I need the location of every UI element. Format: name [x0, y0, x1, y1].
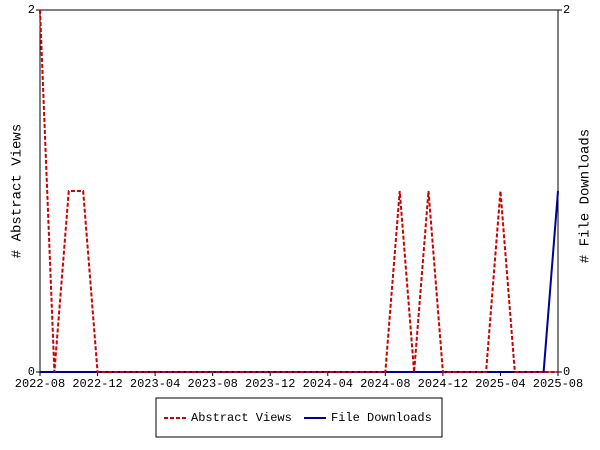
x-tick-label: 2023-04 — [130, 377, 180, 391]
legend-label: File Downloads — [331, 411, 432, 425]
x-tick-label: 2024-08 — [360, 377, 410, 391]
y-tick-label: 2 — [28, 3, 35, 17]
x-tick-label: 2022-12 — [72, 377, 122, 391]
y2-tick-label: 0 — [563, 365, 570, 379]
x-tick-label: 2023-08 — [187, 377, 237, 391]
y2-tick-label: 2 — [563, 3, 570, 17]
x-tick-label: 2023-12 — [245, 377, 295, 391]
x-tick-label: 2025-08 — [533, 377, 583, 391]
x-tick-label: 2024-12 — [418, 377, 468, 391]
y-tick-label: 0 — [28, 365, 35, 379]
x-tick-label: 2025-04 — [475, 377, 525, 391]
legend-label: Abstract Views — [191, 411, 292, 425]
y2-axis-label: # File Downloads — [578, 129, 594, 263]
x-tick-label: 2024-04 — [303, 377, 353, 391]
series-line — [40, 190, 559, 373]
y-axis-label: # Abstract Views — [10, 124, 26, 258]
x-tick-label: 2022-08 — [15, 377, 65, 391]
series-line — [39, 9, 558, 373]
legend — [155, 397, 443, 438]
plot-frame — [39, 9, 559, 373]
